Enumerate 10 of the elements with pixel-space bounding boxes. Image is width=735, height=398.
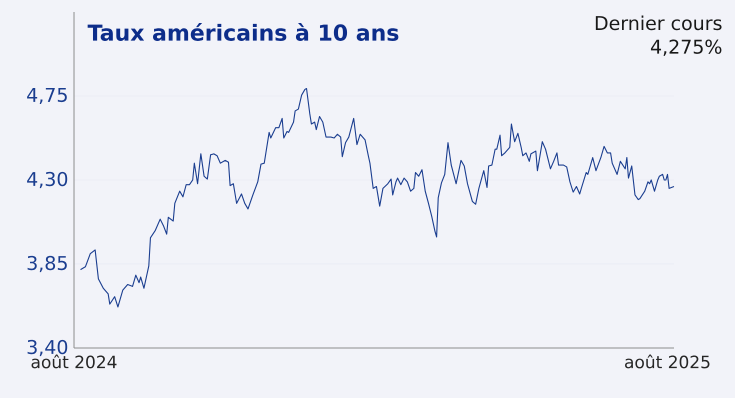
y-tick-label: 3,85	[28, 256, 67, 272]
annotation: Dernier cours	[596, 16, 722, 30]
line-series	[80, 88, 675, 308]
chart-title: Taux américains à 10 ans	[88, 23, 398, 41]
y-tick-label: 3,40	[28, 340, 68, 356]
annotation: 4,275%	[650, 40, 722, 56]
x-tick-label: août 2024	[32, 354, 117, 368]
y-tick-label: 4,30	[27, 172, 68, 188]
x-tick-label: août 2025	[625, 354, 710, 368]
y-tick-label: 4,75	[27, 88, 67, 104]
